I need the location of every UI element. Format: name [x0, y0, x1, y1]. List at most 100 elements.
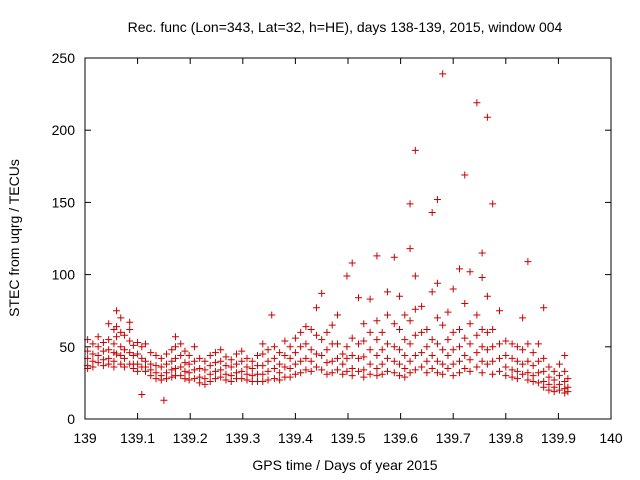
y-tick-label: 200	[52, 122, 76, 138]
data-point	[297, 357, 305, 365]
data-point	[211, 367, 219, 375]
x-tick-label: 139.3	[225, 430, 260, 446]
y-axis-ticks: 0 50 100 150 200 250	[52, 50, 611, 427]
data-point	[456, 343, 464, 351]
data-point	[268, 311, 276, 319]
data-point	[433, 340, 441, 348]
data-point	[529, 377, 537, 385]
data-point	[206, 351, 214, 359]
x-tick: 139.9	[541, 58, 576, 446]
data-point	[433, 279, 441, 287]
data-point	[378, 328, 386, 336]
data-point	[333, 366, 341, 374]
data-point	[94, 333, 102, 341]
data-point	[134, 350, 142, 358]
data-point	[227, 377, 235, 385]
data-point	[302, 323, 310, 331]
data-point	[508, 373, 516, 381]
data-point	[157, 363, 165, 371]
data-point	[99, 347, 107, 355]
data-point	[406, 200, 414, 208]
data-point	[302, 354, 310, 362]
data-point	[333, 340, 341, 348]
data-point	[508, 340, 516, 348]
data-point	[217, 366, 225, 374]
data-point	[449, 328, 457, 336]
data-point	[264, 346, 272, 354]
x-tick-label: 140	[599, 430, 623, 446]
x-tick-label: 139.4	[278, 430, 313, 446]
x-tick-label: 139.2	[173, 430, 208, 446]
data-point	[185, 369, 193, 377]
data-point	[348, 372, 356, 380]
data-point	[312, 350, 320, 358]
data-point	[152, 375, 160, 383]
data-point	[141, 340, 149, 348]
data-point	[418, 363, 426, 371]
data-point	[168, 366, 176, 374]
data-point	[529, 362, 537, 370]
data-point	[478, 369, 486, 377]
data-point	[318, 289, 326, 297]
data-point	[339, 370, 347, 378]
data-point	[302, 340, 310, 348]
data-point	[89, 363, 97, 371]
data-point	[333, 354, 341, 362]
data-point	[264, 367, 272, 375]
data-point	[401, 351, 409, 359]
data-point	[390, 357, 398, 365]
data-point	[545, 363, 553, 371]
data-point	[366, 370, 374, 378]
data-point	[360, 366, 368, 374]
data-point	[360, 353, 368, 361]
data-point	[534, 340, 542, 348]
data-point	[307, 325, 315, 333]
data-point	[428, 209, 436, 217]
data-point	[217, 357, 225, 365]
data-point	[524, 357, 532, 365]
data-point	[286, 364, 294, 372]
data-point	[113, 307, 121, 315]
data-point	[444, 308, 452, 316]
data-point	[502, 337, 510, 345]
data-point	[120, 346, 128, 354]
data-point	[297, 369, 305, 377]
data-point	[564, 388, 572, 396]
data-point	[411, 305, 419, 313]
data-point	[473, 349, 481, 357]
data-point	[519, 314, 527, 322]
data-point	[561, 377, 569, 385]
data-point	[99, 338, 107, 346]
x-axis-label: GPS time / Days of year 2015	[252, 457, 437, 473]
data-point	[339, 350, 347, 358]
data-point	[383, 354, 391, 362]
data-point	[117, 314, 125, 322]
data-point	[355, 340, 363, 348]
data-point	[89, 350, 97, 358]
data-point	[373, 336, 381, 344]
data-point	[163, 350, 171, 358]
data-point	[418, 328, 426, 336]
data-point	[555, 386, 563, 394]
data-point	[478, 343, 486, 351]
data-point	[297, 328, 305, 336]
data-point	[378, 346, 386, 354]
data-point	[466, 340, 474, 348]
data-point	[406, 369, 414, 377]
data-point	[396, 325, 404, 333]
data-point	[406, 317, 414, 325]
data-point	[105, 360, 113, 368]
data-point	[433, 357, 441, 365]
data-point	[201, 380, 209, 388]
data-point	[222, 362, 230, 370]
data-point	[406, 245, 414, 253]
data-point	[302, 366, 310, 374]
data-point	[466, 268, 474, 276]
data-point	[171, 343, 179, 351]
data-point	[495, 340, 503, 348]
data-point	[105, 336, 113, 344]
data-point	[264, 357, 272, 365]
data-point	[177, 351, 185, 359]
data-point	[456, 357, 464, 365]
data-point	[366, 295, 374, 303]
